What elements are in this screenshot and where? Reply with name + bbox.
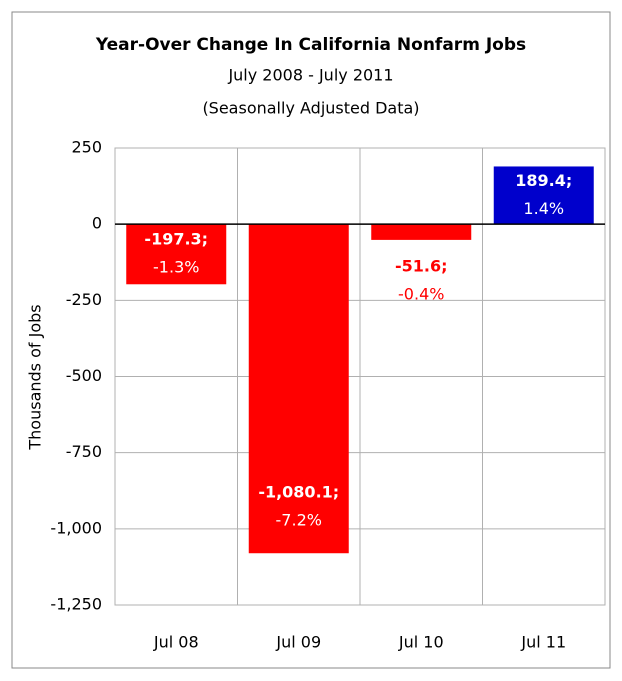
x-tick-label: Jul 10 (398, 633, 444, 652)
bar (126, 224, 227, 285)
x-tick-label: Jul 08 (153, 633, 199, 652)
percent-label: -7.2% (276, 511, 322, 530)
y-tick-label: -500 (66, 366, 102, 385)
y-tick-label: 0 (92, 214, 102, 233)
percent-label: -0.4% (398, 284, 444, 303)
y-tick-label: -1,250 (50, 595, 102, 614)
y-axis-label: Thousands of Jobs (26, 304, 45, 450)
percent-label: 1.4% (523, 199, 564, 218)
value-label: 189.4; (515, 171, 572, 190)
x-tick-label: Jul 09 (275, 633, 321, 652)
chart-note: (Seasonally Adjusted Data) (202, 99, 419, 118)
x-tick-label: Jul 11 (520, 633, 566, 652)
y-tick-label: 250 (71, 138, 102, 157)
value-label: -1,080.1; (258, 483, 339, 502)
y-tick-label: -750 (66, 442, 102, 461)
chart-title: Year-Over Change In California Nonfarm J… (95, 35, 526, 55)
value-label: -51.6; (395, 256, 448, 275)
percent-label: -1.3% (153, 258, 199, 277)
bar (371, 224, 472, 240)
y-tick-label: -250 (66, 290, 102, 309)
chart-subtitle: July 2008 - July 2011 (227, 66, 393, 85)
value-label: -197.3; (144, 230, 208, 249)
y-tick-label: -1,000 (50, 518, 102, 537)
bar (493, 166, 594, 225)
bar (248, 224, 349, 554)
